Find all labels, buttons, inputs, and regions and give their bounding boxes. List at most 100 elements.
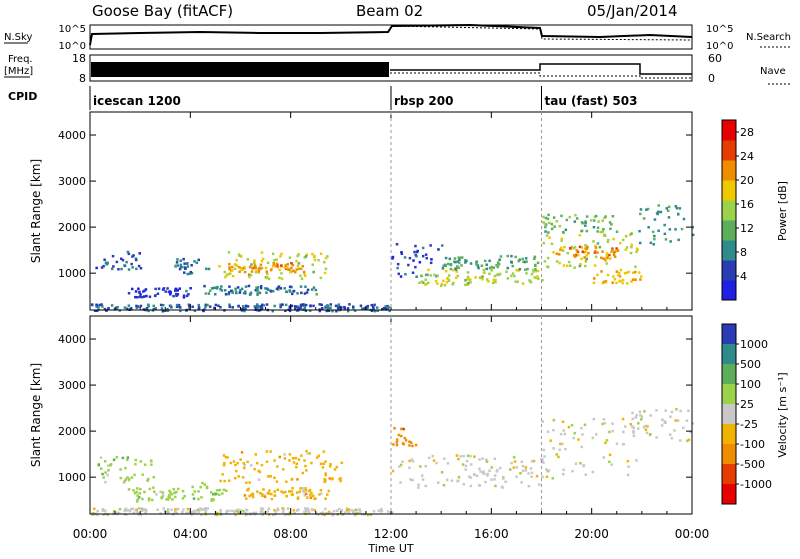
scatter-cell <box>314 288 318 292</box>
scatter-cell <box>204 510 207 513</box>
scatter-cell <box>494 280 497 284</box>
scatter-cell <box>147 477 150 481</box>
scatter-cell <box>336 306 340 310</box>
scatter-cell <box>591 436 594 440</box>
scatter-cell <box>358 511 362 515</box>
scatter-cell <box>445 281 449 284</box>
scatter-cell <box>323 477 326 481</box>
scatter-cell <box>254 271 258 274</box>
scatter-cell <box>581 433 584 436</box>
scatter-cell <box>271 265 275 268</box>
scatter-cell <box>116 511 120 515</box>
scatter-cell <box>291 263 294 267</box>
scatter-cell <box>123 508 127 511</box>
scatter-cell <box>280 252 283 256</box>
scatter-cell <box>197 497 200 501</box>
scatter-cell <box>517 269 520 272</box>
scatter-cell <box>514 280 517 283</box>
scatter-cell <box>251 495 255 499</box>
scatter-cell <box>297 262 301 265</box>
scatter-cell <box>304 303 308 307</box>
scatter-cell <box>615 442 619 445</box>
scatter-cell <box>608 430 611 434</box>
scatter-cell <box>420 280 424 283</box>
scatter-cell <box>585 254 588 257</box>
scatter-cell <box>253 305 256 308</box>
scatter-cell <box>498 258 501 261</box>
scatter-cell <box>689 430 692 434</box>
colorbar-tick-label: 8 <box>740 246 747 259</box>
scatter-cell <box>300 267 303 271</box>
scatter-cell <box>326 304 329 307</box>
scatter-cell <box>431 454 434 458</box>
scatter-cell <box>495 263 498 267</box>
scatter-cell <box>243 267 246 270</box>
scatter-cell <box>462 482 466 486</box>
scatter-cell <box>622 278 625 282</box>
scatter-cell <box>646 425 649 428</box>
scatter-cell <box>461 463 465 466</box>
scatter-cell <box>547 221 551 225</box>
scatter-cell <box>284 490 287 494</box>
scatter-cell <box>408 256 412 260</box>
scatter-cell <box>464 279 467 282</box>
scatter-cell <box>223 479 226 483</box>
scatter-cell <box>242 291 246 295</box>
scatter-cell <box>395 443 399 447</box>
scatter-cell <box>186 272 189 276</box>
scatter-cell <box>598 245 602 249</box>
scatter-cell <box>479 470 482 473</box>
scatter-cell <box>635 247 639 251</box>
scatter-cell <box>249 273 253 277</box>
scatter-cell <box>184 267 187 270</box>
scatter-cell <box>424 464 427 468</box>
scatter-cell <box>478 484 481 487</box>
scatter-cell <box>285 480 288 483</box>
scatter-cell <box>465 459 469 463</box>
freq-tick-bottom: 8 <box>79 72 86 85</box>
scatter-cell <box>324 472 327 475</box>
scatter-cell <box>301 265 304 268</box>
scatter-cell <box>288 511 292 514</box>
scatter-cell <box>238 291 242 294</box>
scatter-cell <box>206 303 209 307</box>
scatter-cell <box>273 476 276 480</box>
scatter-cell <box>646 207 650 211</box>
scatter-cell <box>560 214 563 218</box>
scatter-cell <box>243 466 246 470</box>
scatter-cell <box>470 463 473 466</box>
scatter-cell <box>126 509 130 512</box>
scatter-cell <box>456 274 460 278</box>
scatter-cell <box>169 491 172 494</box>
scatter-cell <box>285 290 288 293</box>
y-tick-label: 1000 <box>58 267 86 280</box>
scatter-cell <box>574 253 578 257</box>
scatter-cell <box>593 264 597 267</box>
scatter-cell <box>298 490 301 493</box>
scatter-cell <box>243 494 247 497</box>
scatter-cell <box>561 249 565 252</box>
scatter-cell <box>280 490 283 493</box>
scatter-cell <box>259 285 263 288</box>
scatter-cell <box>485 458 488 461</box>
scatter-cell <box>424 283 427 286</box>
scatter-cell <box>279 305 282 309</box>
scatter-cell <box>655 409 658 412</box>
scatter-cell <box>572 254 576 257</box>
scatter-cell <box>309 496 313 500</box>
y-tick-label: 2000 <box>58 221 86 234</box>
scatter-cell <box>558 261 561 265</box>
scatter-cell <box>629 423 633 426</box>
scatter-cell <box>293 512 296 515</box>
scatter-cell <box>240 268 244 272</box>
scatter-cell <box>604 280 608 284</box>
colorbar-tick-label: -25 <box>740 418 758 431</box>
scatter-cell <box>341 513 345 516</box>
scatter-cell <box>488 266 492 270</box>
scatter-cell <box>124 478 127 481</box>
scatter-cell <box>515 466 519 469</box>
scatter-cell <box>454 268 458 271</box>
scatter-cell <box>248 481 251 484</box>
scatter-cell <box>204 507 207 510</box>
